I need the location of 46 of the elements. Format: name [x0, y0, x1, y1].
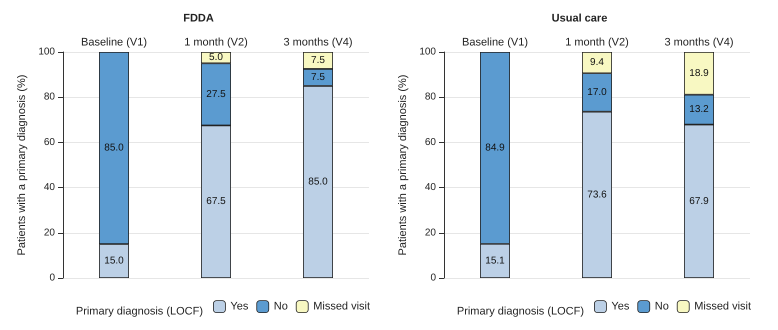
- y-tick-label: 100: [38, 46, 56, 58]
- data-label: 17.0: [587, 86, 608, 98]
- data-label: 7.5: [311, 72, 326, 83]
- y-tick-label: 80: [424, 92, 436, 103]
- legend-label: Missed visit: [694, 300, 752, 313]
- data-label: 84.9: [485, 142, 506, 154]
- y-tick-label: 60: [424, 136, 436, 148]
- data-label: 27.5: [206, 88, 226, 100]
- y-tick-label: 40: [424, 182, 436, 194]
- data-label: 15.1: [485, 255, 506, 266]
- y-tick-label: 60: [44, 136, 56, 148]
- x-tick-label: 1 month (V2): [184, 36, 248, 48]
- y-tick-label: 100: [419, 46, 436, 58]
- y-axis-title: Patients with a primary diagnosis (%): [16, 74, 28, 256]
- y-tick-label: 0: [49, 272, 56, 284]
- x-tick-label: Baseline (V1): [80, 36, 148, 48]
- legend-label: No: [654, 300, 669, 313]
- legend-label: No: [274, 300, 288, 313]
- legend-label: Missed visit: [313, 300, 370, 313]
- data-label: 18.9: [689, 68, 710, 79]
- legend-title: Primary diagnosis (LOCF): [456, 306, 584, 318]
- chart-title: Usual care: [552, 12, 608, 24]
- data-label: 5.0: [209, 52, 224, 64]
- x-tick-label: Baseline (V1): [462, 36, 528, 48]
- x-tick-label: 3 months (V4): [283, 36, 353, 48]
- data-label: 67.9: [689, 196, 710, 207]
- y-tick-label: 40: [44, 182, 56, 194]
- data-label: 15.0: [104, 256, 124, 267]
- data-label: 73.6: [587, 189, 608, 200]
- y-tick-label: 0: [430, 272, 436, 284]
- y-tick-label: 80: [44, 92, 56, 103]
- y-tick-label: 20: [424, 227, 436, 238]
- data-label: 9.4: [590, 57, 604, 68]
- y-axis-title: Patients with a primary diagnosis (%): [396, 74, 409, 256]
- chart-title: FDDA: [183, 12, 214, 24]
- data-label: 67.5: [206, 196, 226, 208]
- legend-title: Primary diagnosis (LOCF): [76, 306, 203, 318]
- x-tick-label: 3 months (V4): [664, 36, 734, 48]
- legend-label: Yes: [230, 300, 249, 313]
- y-tick-label: 20: [44, 227, 56, 238]
- data-label: 85.0: [104, 142, 124, 154]
- data-label: 85.0: [308, 176, 328, 188]
- x-tick-label: 1 month (V2): [565, 36, 629, 48]
- legend-label: Yes: [611, 300, 630, 313]
- data-label: 13.2: [689, 104, 710, 116]
- data-label: 7.5: [311, 54, 326, 66]
